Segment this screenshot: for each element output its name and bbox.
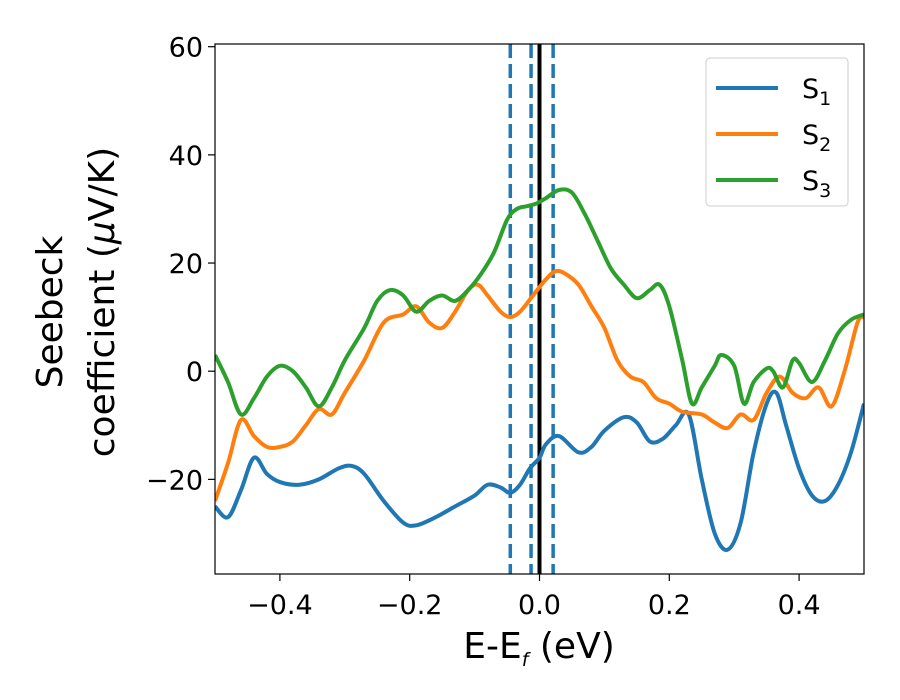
x-axis-label: E-Ef (eV) xyxy=(463,626,615,671)
x-tick-label: 0.4 xyxy=(778,590,821,621)
legend-label-s2: S2 xyxy=(802,120,831,156)
x-tick-label: −0.2 xyxy=(377,590,443,621)
y-tick-label: 40 xyxy=(169,141,203,172)
series-line-s1 xyxy=(215,389,864,552)
y-axis-ticks: −20 0 20 40 60 xyxy=(146,33,215,496)
y-axis-label-line1: Seebeck xyxy=(30,235,71,388)
y-tick-label: −20 xyxy=(146,465,203,496)
reference-lines xyxy=(508,44,555,574)
legend: S1 S2 S3 xyxy=(705,57,849,207)
series-line-s3 xyxy=(215,187,864,417)
y-axis-label-line2: coefficient (μV/K) xyxy=(82,147,123,457)
x-axis-ticks: −0.4 −0.2 0.0 0.2 0.4 xyxy=(247,574,821,621)
y-tick-label: 20 xyxy=(169,249,203,280)
x-tick-label: 0.0 xyxy=(518,590,561,621)
legend-label-s3: S3 xyxy=(802,166,831,202)
legend-label-s1: S1 xyxy=(802,74,831,110)
x-tick-label: 0.2 xyxy=(648,590,691,621)
series-lines xyxy=(215,187,864,552)
y-tick-label: 0 xyxy=(186,357,203,388)
series-line-s2 xyxy=(215,268,864,502)
x-tick-label: −0.4 xyxy=(247,590,313,621)
y-tick-label: 60 xyxy=(169,33,203,64)
